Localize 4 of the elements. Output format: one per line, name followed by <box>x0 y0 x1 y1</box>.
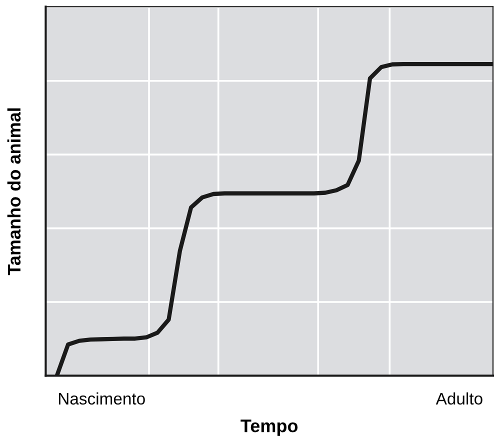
x-tick-label: Nascimento <box>58 392 145 405</box>
x-axis-title: Tempo <box>240 420 298 436</box>
x-tick-label: Adulto <box>436 392 482 405</box>
y-axis-title: Tamanho do animal <box>7 108 21 276</box>
